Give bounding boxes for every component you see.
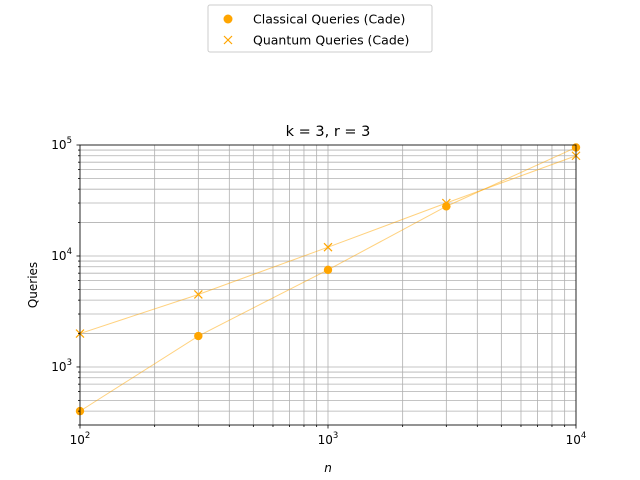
legend-marker-quantum xyxy=(223,35,233,45)
classical-point xyxy=(323,265,333,275)
chart-title: k = 3, r = 3 xyxy=(286,124,371,140)
grid-lines xyxy=(79,144,577,426)
legend-label-quantum: Quantum Queries (Cade) xyxy=(253,33,409,48)
x-tick-label: 104 xyxy=(566,431,587,447)
x-axis-label: n xyxy=(324,461,332,475)
y-axis-label: Queries xyxy=(26,262,40,308)
legend-label-classical: Classical Queries (Cade) xyxy=(253,12,405,27)
x-tick-label: 102 xyxy=(70,431,91,447)
classical-point xyxy=(194,331,203,341)
data-markers xyxy=(75,143,581,416)
quantum-point xyxy=(441,198,451,208)
y-tick-label: 103 xyxy=(51,358,72,374)
legend-marker-classical xyxy=(223,14,233,24)
classical-point xyxy=(442,202,451,211)
axis-ticks xyxy=(76,144,577,429)
y-tick-label: 104 xyxy=(51,247,72,263)
legend-box xyxy=(207,4,433,53)
y-tick-label: 105 xyxy=(51,136,72,152)
x-tick-label: 103 xyxy=(318,431,339,447)
legend: Classical Queries (Cade) Quantum Queries… xyxy=(207,4,433,53)
tick-labels: 102 103 104 103 104 105 xyxy=(51,136,586,447)
quantum-point xyxy=(323,242,333,252)
quantum-point xyxy=(193,290,203,299)
